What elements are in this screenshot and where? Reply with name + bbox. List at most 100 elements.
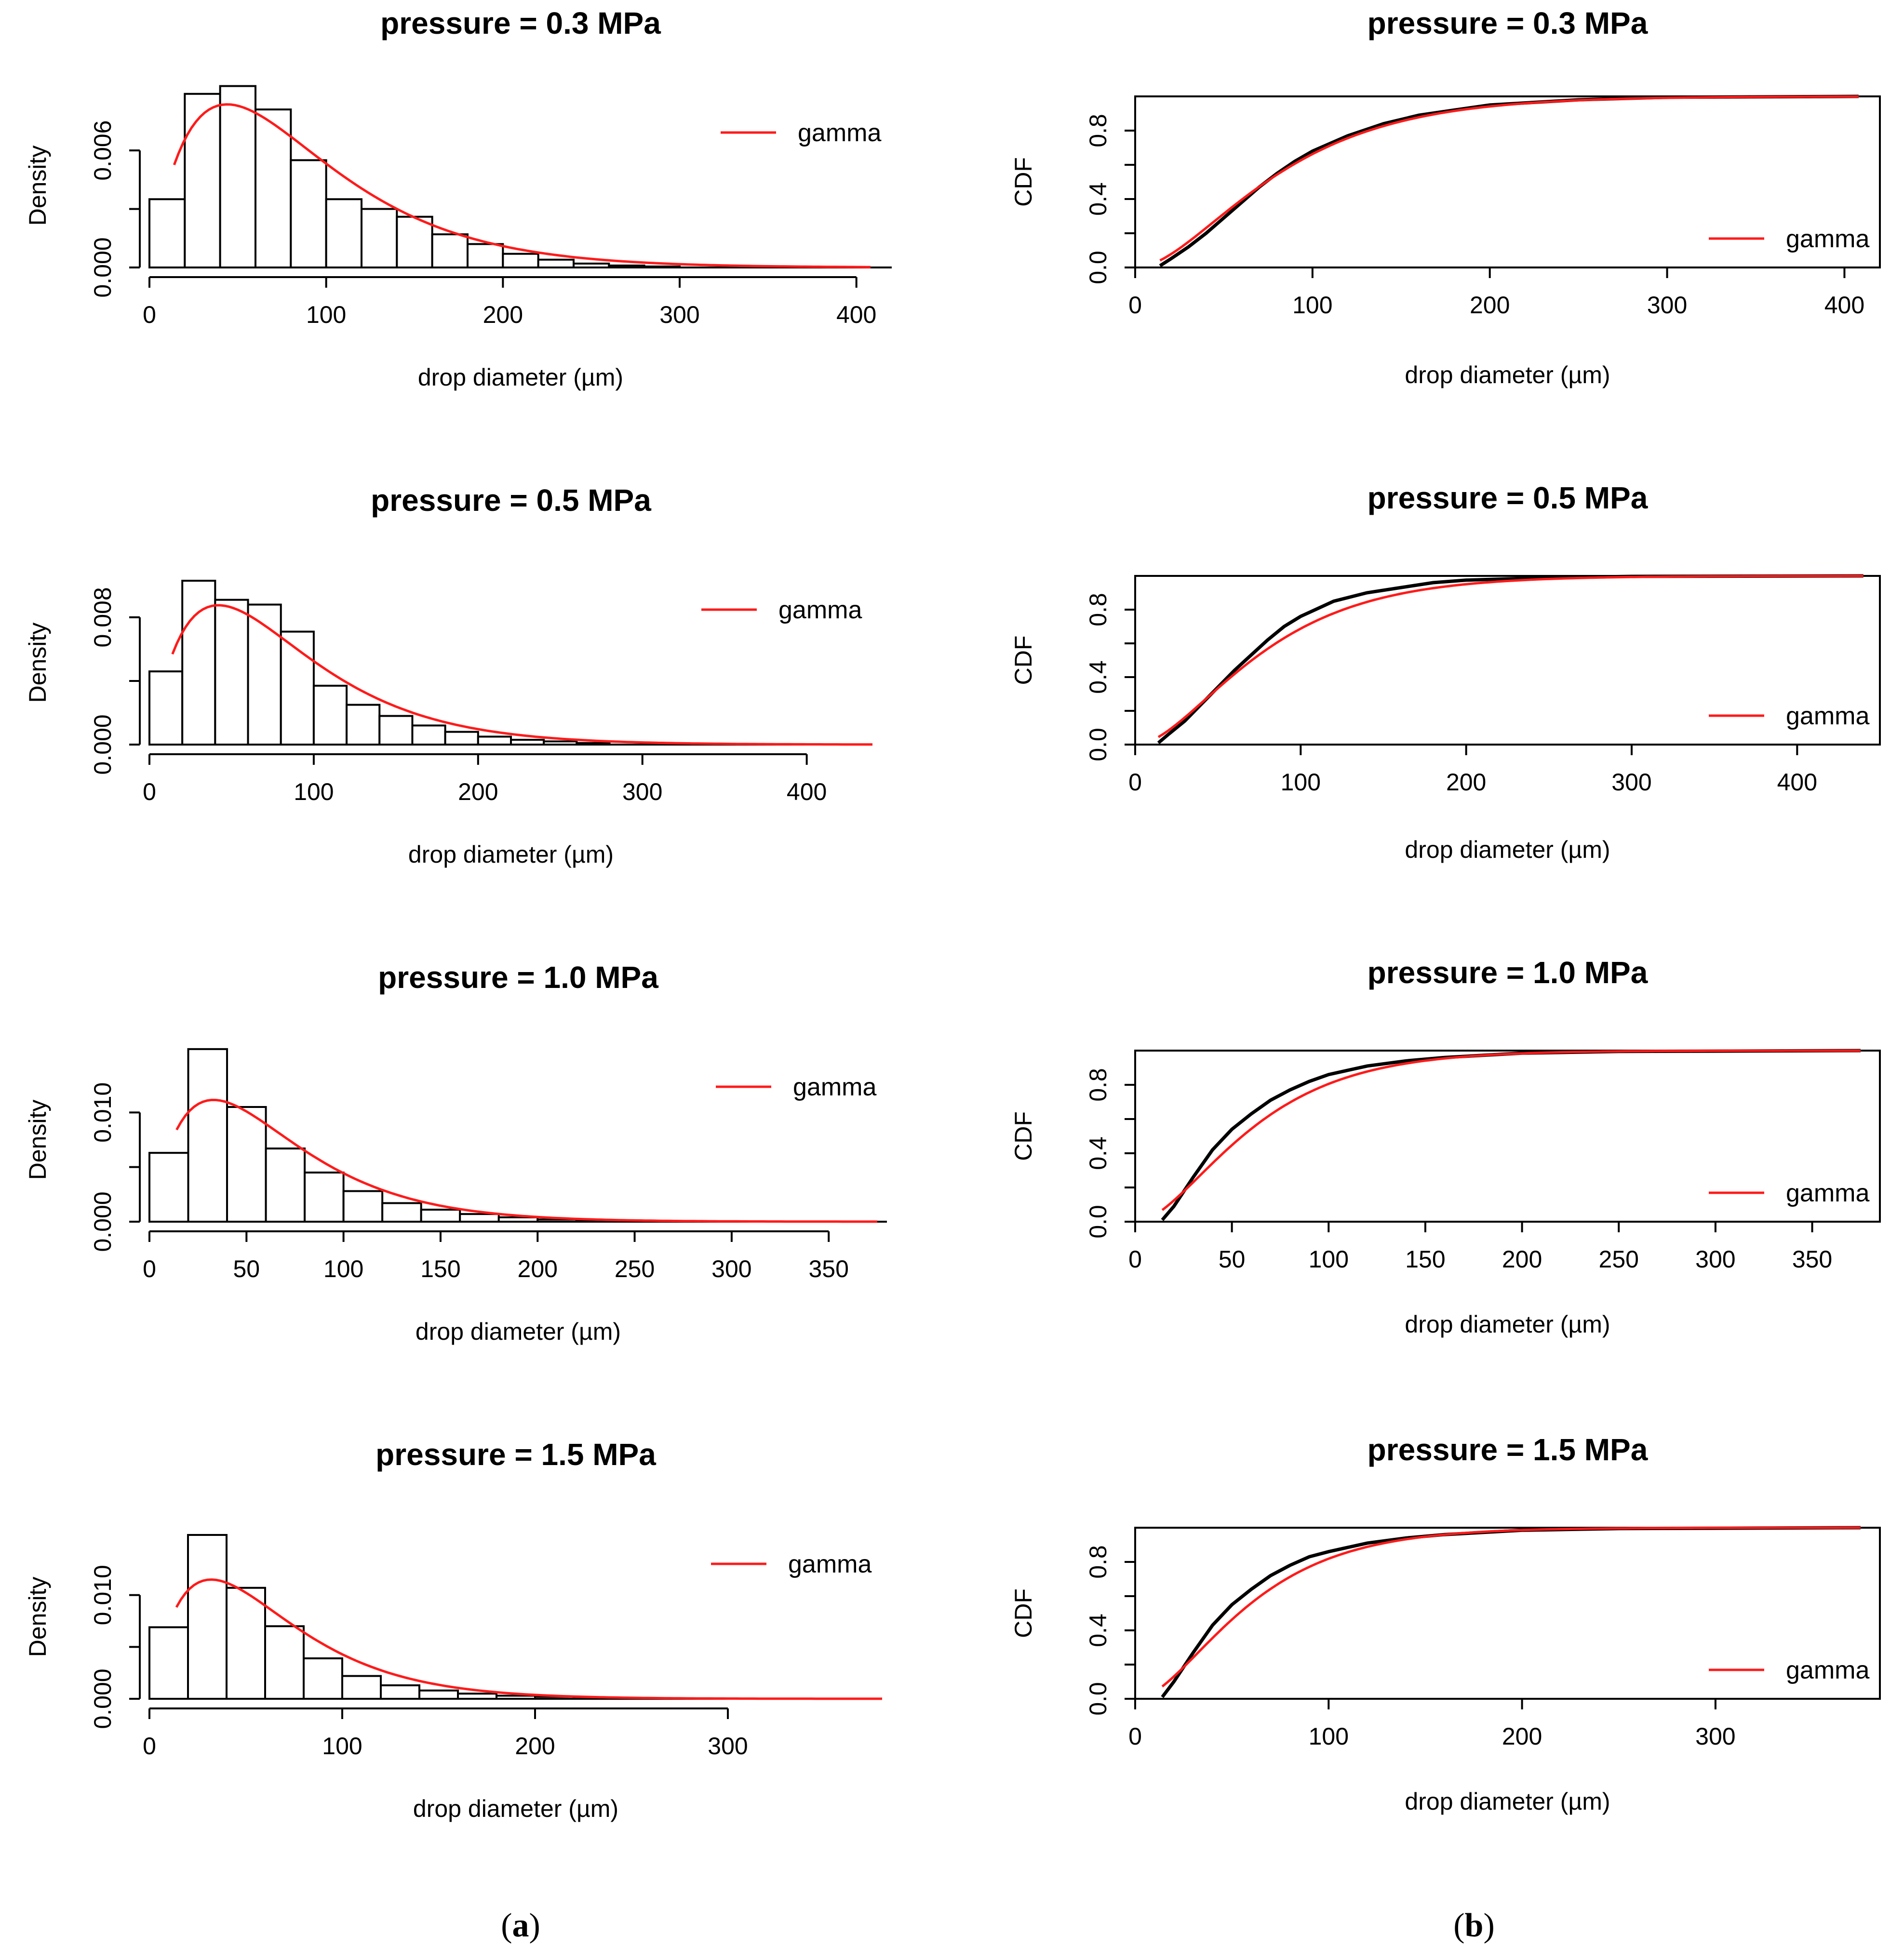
x-axis-label: drop diameter (µm) (1405, 1311, 1610, 1338)
x-tick-label: 0 (143, 778, 156, 805)
x-tick-label: 0 (143, 1733, 156, 1760)
histogram-bar (264, 1625, 305, 1700)
histogram-bar (226, 1587, 266, 1700)
chart-panel-0: pressure = 0.3 MPa drop diameter (µm) Dens… (24, 6, 892, 391)
x-tick-label: 0 (1128, 769, 1142, 796)
empirical-cdf-line (1157, 574, 1864, 745)
legend-label: gamma (788, 1550, 872, 1578)
x-tick-label: 100 (1309, 1723, 1349, 1750)
x-tick-label: 200 (483, 301, 523, 328)
legend-label: gamma (778, 596, 862, 624)
y-axis-label: CDF (1010, 636, 1037, 685)
histogram-bar (444, 731, 479, 746)
x-tick-label: 50 (233, 1255, 260, 1282)
x-tick-label: 100 (294, 778, 334, 805)
x-tick-label: 300 (622, 778, 662, 805)
x-tick-label: 400 (836, 301, 876, 328)
chart-panel-2: pressure = 0.5 MPa drop diameter (µm) Dens… (24, 483, 872, 868)
y-tick-label: 0.010 (89, 1565, 116, 1625)
chart-title: pressure = 0.5 MPa (1368, 480, 1648, 515)
y-axis-label: Density (24, 146, 51, 226)
x-tick-label: 200 (1502, 1723, 1542, 1750)
histogram-bar (396, 215, 433, 268)
legend-label: gamma (1786, 225, 1869, 253)
histogram-bar (378, 715, 414, 746)
y-axis-label: Density (24, 1577, 51, 1657)
x-tick-label: 150 (1405, 1246, 1445, 1273)
y-tick-label: 0.010 (89, 1082, 116, 1143)
x-tick-label: 200 (458, 778, 498, 805)
empirical-cdf-line (1159, 94, 1859, 267)
legend-label: gamma (793, 1073, 876, 1101)
x-tick-label: 0 (143, 1255, 156, 1282)
gamma-fit-line (1159, 95, 1859, 262)
histogram-bar (418, 1689, 459, 1700)
y-tick-label: 0.000 (89, 237, 116, 297)
x-tick-label: 350 (1792, 1246, 1832, 1273)
y-tick-label: 0.0 (1085, 728, 1112, 761)
gamma-fit-line (1157, 574, 1864, 738)
histogram-bar (467, 243, 504, 268)
histogram-bar (361, 208, 398, 269)
x-tick-label: 0 (1128, 292, 1142, 319)
chart-panel-4: pressure = 1.0 MPa drop diameter (µm) Dens… (24, 960, 887, 1345)
legend-label: gamma (1786, 1656, 1869, 1684)
y-tick-label: 0.4 (1085, 1136, 1112, 1170)
x-tick-label: 0 (1128, 1723, 1142, 1750)
chart-title: pressure = 1.5 MPa (1368, 1432, 1648, 1467)
x-tick-label: 300 (1611, 769, 1651, 796)
x-axis-label: drop diameter (µm) (1405, 1788, 1610, 1815)
histogram-bar (303, 1657, 343, 1700)
x-tick-label: 300 (1647, 292, 1687, 319)
histogram-bar (214, 599, 249, 746)
x-tick-label: 50 (1219, 1246, 1246, 1273)
panel-label-b: (b) (1453, 1907, 1495, 1944)
histogram-bar (184, 93, 221, 268)
chart-title: pressure = 0.3 MPa (1368, 6, 1648, 40)
y-tick-label: 0.8 (1085, 114, 1112, 147)
histogram-bar (255, 108, 292, 268)
x-tick-label: 200 (518, 1255, 558, 1282)
gamma-fit-line (1161, 1526, 1861, 1688)
chart-panel-1: pressure = 0.3 MPa drop diameter (µm) CDF 0… (1010, 6, 1881, 388)
x-tick-label: 400 (1824, 292, 1864, 319)
chart-panel-6: pressure = 1.5 MPa drop diameter (µm) Dens… (24, 1437, 882, 1822)
chart-panel-3: pressure = 0.5 MPa drop diameter (µm) CDF 0… (1010, 480, 1881, 863)
histogram-bar (219, 85, 256, 268)
histogram-bar (304, 1172, 345, 1223)
panel-label-a: (a) (501, 1907, 540, 1944)
y-tick-label: 0.8 (1085, 1545, 1112, 1579)
histogram-bar (342, 1190, 384, 1223)
gamma-fit-line (1161, 1049, 1861, 1211)
y-tick-label: 0.8 (1085, 593, 1112, 627)
plot-frame (1134, 95, 1881, 268)
x-tick-label: 100 (306, 301, 346, 328)
histogram-bar (187, 1534, 228, 1700)
histogram-bar (537, 258, 575, 268)
histogram-bar (341, 1675, 382, 1700)
x-axis-label: drop diameter (µm) (408, 841, 614, 868)
x-tick-label: 300 (711, 1255, 751, 1282)
histogram-bar (148, 670, 184, 746)
chart-title: pressure = 1.0 MPa (1368, 955, 1648, 990)
y-tick-label: 0.0 (1085, 251, 1112, 284)
x-tick-label: 300 (708, 1733, 748, 1760)
x-axis-label: drop diameter (µm) (418, 364, 623, 391)
histogram-bar (325, 198, 363, 269)
y-tick-label: 0.4 (1085, 182, 1112, 216)
histogram-bar (420, 1209, 461, 1223)
empirical-cdf-line (1161, 1526, 1861, 1698)
histogram-bar (346, 704, 381, 746)
x-tick-label: 200 (1502, 1246, 1542, 1273)
histogram-bar (411, 724, 446, 746)
legend-label: gamma (1786, 702, 1869, 730)
x-tick-label: 0 (1128, 1246, 1142, 1273)
y-tick-label: 0.4 (1085, 1613, 1112, 1647)
gamma-fit-line (173, 103, 871, 268)
legend-label: gamma (798, 119, 881, 147)
x-tick-label: 100 (1309, 1246, 1349, 1273)
y-axis-label: Density (24, 623, 51, 703)
y-tick-label: 0.000 (89, 1668, 116, 1729)
y-tick-label: 0.008 (89, 587, 116, 647)
